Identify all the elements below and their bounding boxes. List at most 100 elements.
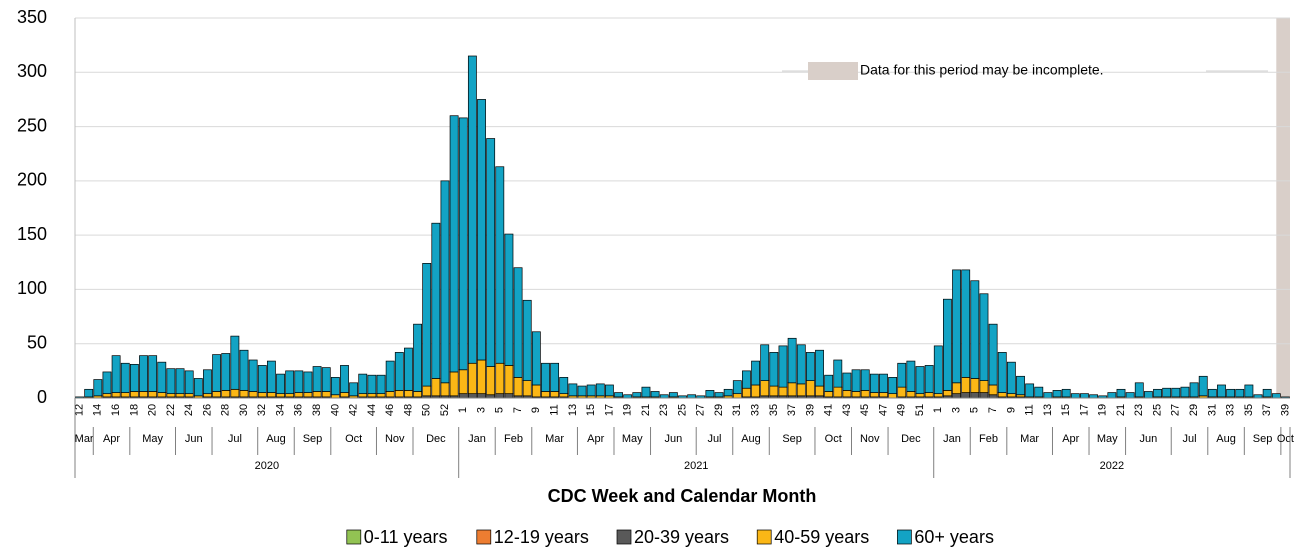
- bar-segment: [1052, 390, 1062, 398]
- bar-segment: [888, 393, 898, 399]
- bar-segment: [139, 391, 148, 398]
- bar-segment: [1034, 386, 1044, 398]
- year-label: 2020: [255, 460, 279, 472]
- bar-segment: [952, 393, 961, 399]
- x-tick-label: 29: [713, 404, 725, 416]
- annotation: Data for this period may be incomplete.: [860, 62, 1104, 78]
- bar-segment: [513, 377, 523, 397]
- bar-segment: [760, 380, 770, 397]
- bar-segment: [668, 392, 678, 398]
- bar-segment: [166, 393, 176, 398]
- bar-segment: [541, 362, 550, 392]
- bar-segment: [294, 392, 304, 398]
- x-tick-label: 33: [1225, 404, 1237, 416]
- x-tick-label: 3: [950, 407, 962, 413]
- month-label: Feb: [979, 433, 998, 445]
- x-tick-label: 29: [1188, 404, 1200, 416]
- bar-segment: [358, 373, 368, 395]
- bar-segment: [614, 392, 623, 398]
- bar-segment: [1235, 388, 1245, 398]
- bar-segment: [1207, 388, 1217, 398]
- month-label: Oct: [1277, 433, 1294, 445]
- bar-segment: [604, 384, 614, 397]
- bar-segment: [550, 362, 560, 392]
- x-tick-label: 27: [1170, 404, 1182, 416]
- x-tick-label: 52: [439, 404, 451, 416]
- bar-segment: [458, 369, 468, 395]
- bar-segment: [1134, 382, 1144, 398]
- bar-segment: [266, 360, 276, 393]
- bar-segment: [860, 390, 870, 398]
- bar-segment: [294, 370, 304, 393]
- month-label: Sep: [303, 433, 323, 445]
- x-tick-label: 44: [366, 404, 378, 416]
- bar-segment: [1116, 388, 1126, 398]
- year-label: 2022: [1100, 460, 1124, 472]
- bar-segment: [751, 360, 761, 386]
- x-tick-label: 47: [877, 404, 889, 416]
- legend-label: 0-11 years: [364, 527, 448, 547]
- bar-segment: [102, 393, 112, 398]
- bar-segment: [431, 222, 441, 379]
- bar-segment: [769, 352, 779, 387]
- bar-segment: [595, 383, 605, 397]
- bar-segment: [157, 392, 167, 398]
- x-tick-label: 20: [147, 404, 159, 416]
- y-tick-label: 100: [17, 278, 47, 298]
- bar-segment: [504, 233, 514, 366]
- bar-segment: [495, 166, 505, 364]
- bar-segment: [879, 392, 888, 398]
- bar-segment: [924, 392, 934, 398]
- month-label: Apr: [1062, 433, 1079, 445]
- bar-segment: [1226, 388, 1236, 398]
- x-tick-label: 15: [585, 404, 597, 416]
- month-label: Sep: [782, 433, 802, 445]
- bar-segment: [742, 370, 751, 389]
- x-tick-label: 5: [494, 407, 506, 413]
- bar-segment: [230, 335, 240, 390]
- bar-segment: [531, 331, 541, 386]
- bar-segment: [184, 393, 194, 398]
- bar-segment: [997, 352, 1007, 393]
- x-tick-label: 40: [329, 404, 341, 416]
- bar-segment: [184, 370, 194, 395]
- bar-segment: [1016, 375, 1025, 396]
- bar-segment: [266, 392, 276, 398]
- x-tick-label: 19: [1097, 404, 1109, 416]
- month-label: Jun: [185, 433, 203, 445]
- bar-segment: [358, 393, 368, 398]
- bar-segment: [833, 386, 843, 398]
- bar-segment: [1244, 384, 1254, 398]
- bar-segment: [869, 373, 879, 393]
- legend-swatch: [897, 529, 912, 545]
- bar-segment: [815, 385, 824, 397]
- bar-segment: [541, 391, 550, 398]
- bar-segment: [221, 353, 231, 391]
- bar-segment: [157, 361, 167, 393]
- x-tick-label: 30: [238, 404, 250, 416]
- bar-segment: [1180, 386, 1190, 398]
- bar-segment: [824, 391, 834, 398]
- bar-segment: [1271, 393, 1281, 399]
- x-tick-label: 33: [749, 404, 761, 416]
- bar-segment: [751, 384, 761, 398]
- bar-segment: [367, 393, 377, 398]
- bar-segment: [1043, 392, 1053, 399]
- bar-segment: [349, 382, 359, 397]
- x-tick-label: 32: [256, 404, 268, 416]
- y-tick-label: 250: [17, 115, 47, 135]
- x-tick-label: 21: [640, 404, 652, 416]
- bar-segment: [477, 99, 486, 361]
- legend-swatch: [616, 529, 632, 545]
- month-label: Jan: [943, 433, 961, 445]
- bar-segment: [833, 359, 843, 388]
- bar-segment: [915, 366, 925, 395]
- x-tick-label: 16: [110, 404, 122, 416]
- bar-segment: [120, 392, 130, 398]
- bar-segment: [404, 390, 413, 398]
- bar-segment: [531, 384, 541, 398]
- bar-segment: [522, 380, 532, 397]
- bar-segment: [952, 269, 961, 384]
- bar-segment: [732, 393, 742, 399]
- x-tick-label: 49: [896, 404, 908, 416]
